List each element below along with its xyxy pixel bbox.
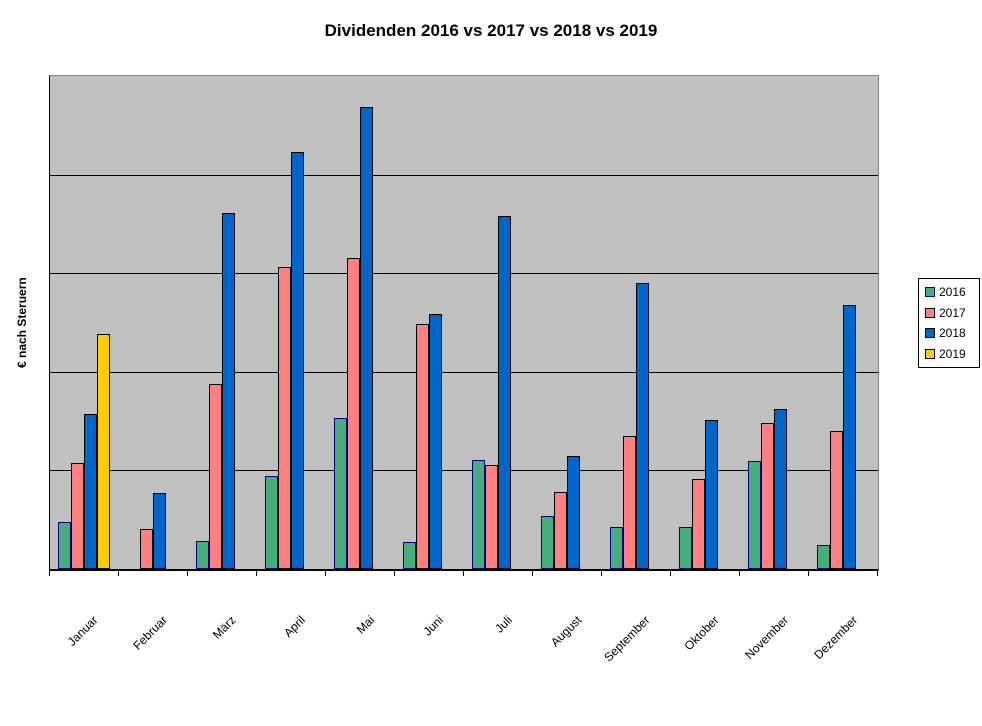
bar-2018-februar bbox=[153, 493, 166, 569]
x-axis-tick bbox=[877, 570, 878, 576]
bar-2018-dezember bbox=[843, 305, 856, 569]
x-axis-label-april: April bbox=[281, 613, 308, 640]
bar-2017-januar bbox=[71, 463, 84, 569]
bar-2017-juni bbox=[416, 324, 429, 569]
x-axis-label-juni: Juni bbox=[420, 613, 446, 639]
x-axis-tick bbox=[463, 570, 464, 576]
legend-swatch-2018 bbox=[925, 328, 935, 339]
x-axis-label-februar: Februar bbox=[130, 613, 170, 653]
bar-2017-märz bbox=[209, 384, 222, 569]
legend-label-2018: 2018 bbox=[939, 326, 966, 341]
bar-2019-januar bbox=[97, 334, 110, 569]
bar-2016-april bbox=[265, 476, 278, 569]
legend-label-2017: 2017 bbox=[939, 305, 966, 320]
x-axis-tick bbox=[49, 570, 50, 576]
legend-swatch-2016 bbox=[925, 287, 935, 298]
y-axis-title: € nach Steruern bbox=[15, 277, 29, 368]
legend-swatch-2017 bbox=[925, 307, 935, 318]
bar-2016-august bbox=[541, 516, 554, 569]
x-axis-label-november: November bbox=[741, 613, 791, 663]
bar-2017-september bbox=[623, 436, 636, 569]
bar-2018-juni bbox=[429, 314, 442, 569]
bar-2016-juni bbox=[403, 542, 416, 569]
x-axis-tick bbox=[670, 570, 671, 576]
bar-2016-märz bbox=[196, 541, 209, 569]
x-axis-tick bbox=[739, 570, 740, 576]
x-axis-tick bbox=[325, 570, 326, 576]
chart-title: Dividenden 2016 vs 2017 vs 2018 vs 2019 bbox=[324, 21, 658, 40]
bar-2016-dezember bbox=[817, 545, 830, 569]
legend-item-2019: 2019 bbox=[925, 348, 979, 360]
legend: 2016 2017 2018 2019 bbox=[918, 278, 980, 368]
bar-2018-juli bbox=[498, 216, 511, 569]
bar-2017-juli bbox=[485, 465, 498, 569]
bar-2016-september bbox=[610, 527, 623, 569]
x-axis-tick bbox=[532, 570, 533, 576]
plot-area bbox=[49, 75, 879, 571]
bar-2017-november bbox=[761, 423, 774, 569]
x-axis-label-juli: Juli bbox=[492, 613, 515, 636]
x-axis-label-mai: Mai bbox=[353, 613, 377, 637]
bar-2016-oktober bbox=[679, 527, 692, 569]
bar-2017-februar bbox=[140, 529, 153, 569]
x-axis-label-oktober: Oktober bbox=[681, 613, 722, 654]
bar-2018-august bbox=[567, 456, 580, 569]
bar-2018-september bbox=[636, 283, 649, 569]
bar-2017-april bbox=[278, 267, 291, 569]
bar-2016-januar bbox=[58, 522, 71, 569]
legend-item-2018: 2018 bbox=[925, 327, 979, 339]
legend-label-2016: 2016 bbox=[939, 285, 966, 300]
gridline bbox=[50, 175, 878, 176]
gridline bbox=[50, 273, 878, 274]
bar-2017-oktober bbox=[692, 479, 705, 569]
bar-2017-mai bbox=[347, 258, 360, 569]
bar-2016-november bbox=[748, 461, 761, 569]
x-axis-tick bbox=[118, 570, 119, 576]
legend-item-2017: 2017 bbox=[925, 307, 979, 319]
legend-label-2019: 2019 bbox=[939, 346, 966, 361]
bar-2018-november bbox=[774, 409, 787, 569]
bar-2016-mai bbox=[334, 418, 347, 569]
x-axis-label-januar: Januar bbox=[65, 613, 101, 649]
x-axis-tick bbox=[394, 570, 395, 576]
gridline bbox=[50, 372, 878, 373]
x-axis-label-september: September bbox=[601, 613, 653, 665]
bar-2017-august bbox=[554, 492, 567, 569]
x-axis-tick bbox=[187, 570, 188, 576]
bar-2018-april bbox=[291, 152, 304, 569]
bar-2017-dezember bbox=[830, 431, 843, 569]
x-axis-tick bbox=[256, 570, 257, 576]
bar-2016-juli bbox=[472, 460, 485, 569]
legend-swatch-2019 bbox=[925, 348, 935, 359]
gridline bbox=[50, 470, 878, 471]
legend-item-2016: 2016 bbox=[925, 286, 979, 298]
x-axis-tick bbox=[601, 570, 602, 576]
bar-2018-mai bbox=[360, 107, 373, 569]
x-axis-tick bbox=[808, 570, 809, 576]
bar-2018-märz bbox=[222, 213, 235, 569]
bar-2018-oktober bbox=[705, 420, 718, 569]
x-axis-label-märz: März bbox=[210, 613, 239, 642]
bar-2018-januar bbox=[84, 414, 97, 569]
x-axis-label-dezember: Dezember bbox=[810, 613, 860, 663]
x-axis-label-august: August bbox=[547, 613, 584, 650]
